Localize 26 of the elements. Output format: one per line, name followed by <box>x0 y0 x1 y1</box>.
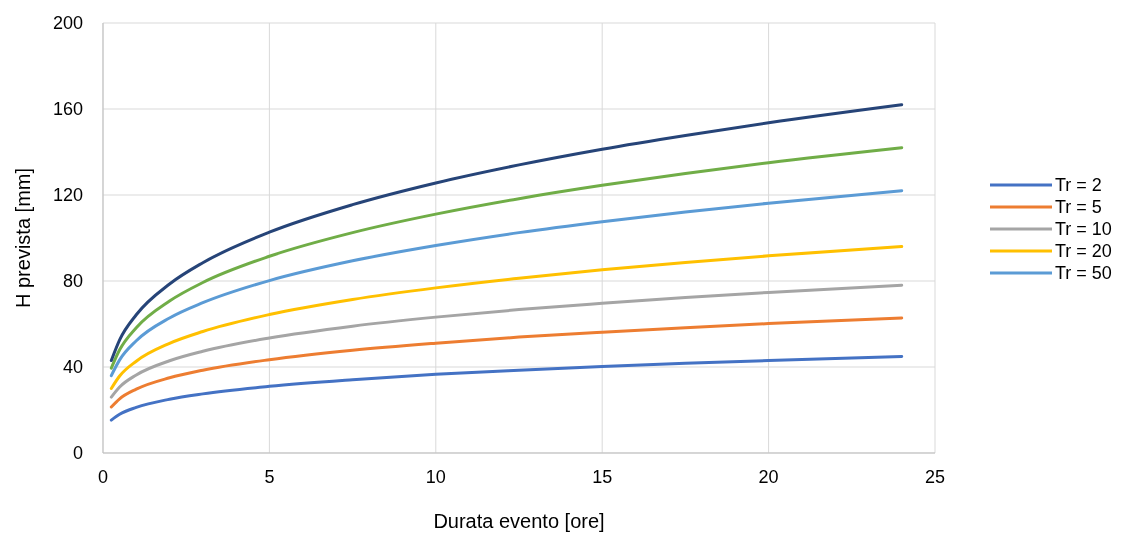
line-series <box>109 146 904 370</box>
line-series <box>109 316 904 409</box>
legend-label: Tr = 50 <box>1055 263 1112 284</box>
legend-label: Tr = 20 <box>1055 241 1112 262</box>
x-tick-label: 10 <box>425 467 446 487</box>
line-series <box>109 103 904 363</box>
y-tick-label: 0 <box>72 443 83 464</box>
y-tick-label: 160 <box>52 99 83 120</box>
x-tick-label: 5 <box>264 467 275 487</box>
legend-label: Tr = 10 <box>1055 219 1112 240</box>
line-series <box>109 283 904 399</box>
y-axis-title: H prevista [mm] <box>12 167 34 309</box>
legend-label: Tr = 5 <box>1055 197 1102 218</box>
x-tick-label: 25 <box>924 467 946 487</box>
y-tick-label: 40 <box>62 357 83 378</box>
x-axis-title: Durata evento [ore] <box>433 510 605 532</box>
line-series <box>109 189 904 378</box>
line-series <box>109 245 904 390</box>
y-tick-label: 200 <box>52 13 83 34</box>
line-series <box>109 354 904 422</box>
y-tick-label: 80 <box>62 271 83 292</box>
legend-label: Tr = 2 <box>1055 175 1102 196</box>
x-tick-label: 15 <box>592 467 613 487</box>
x-tick-label: 20 <box>758 467 779 487</box>
x-tick-label: 0 <box>97 467 109 487</box>
y-tick-label: 120 <box>52 185 83 206</box>
